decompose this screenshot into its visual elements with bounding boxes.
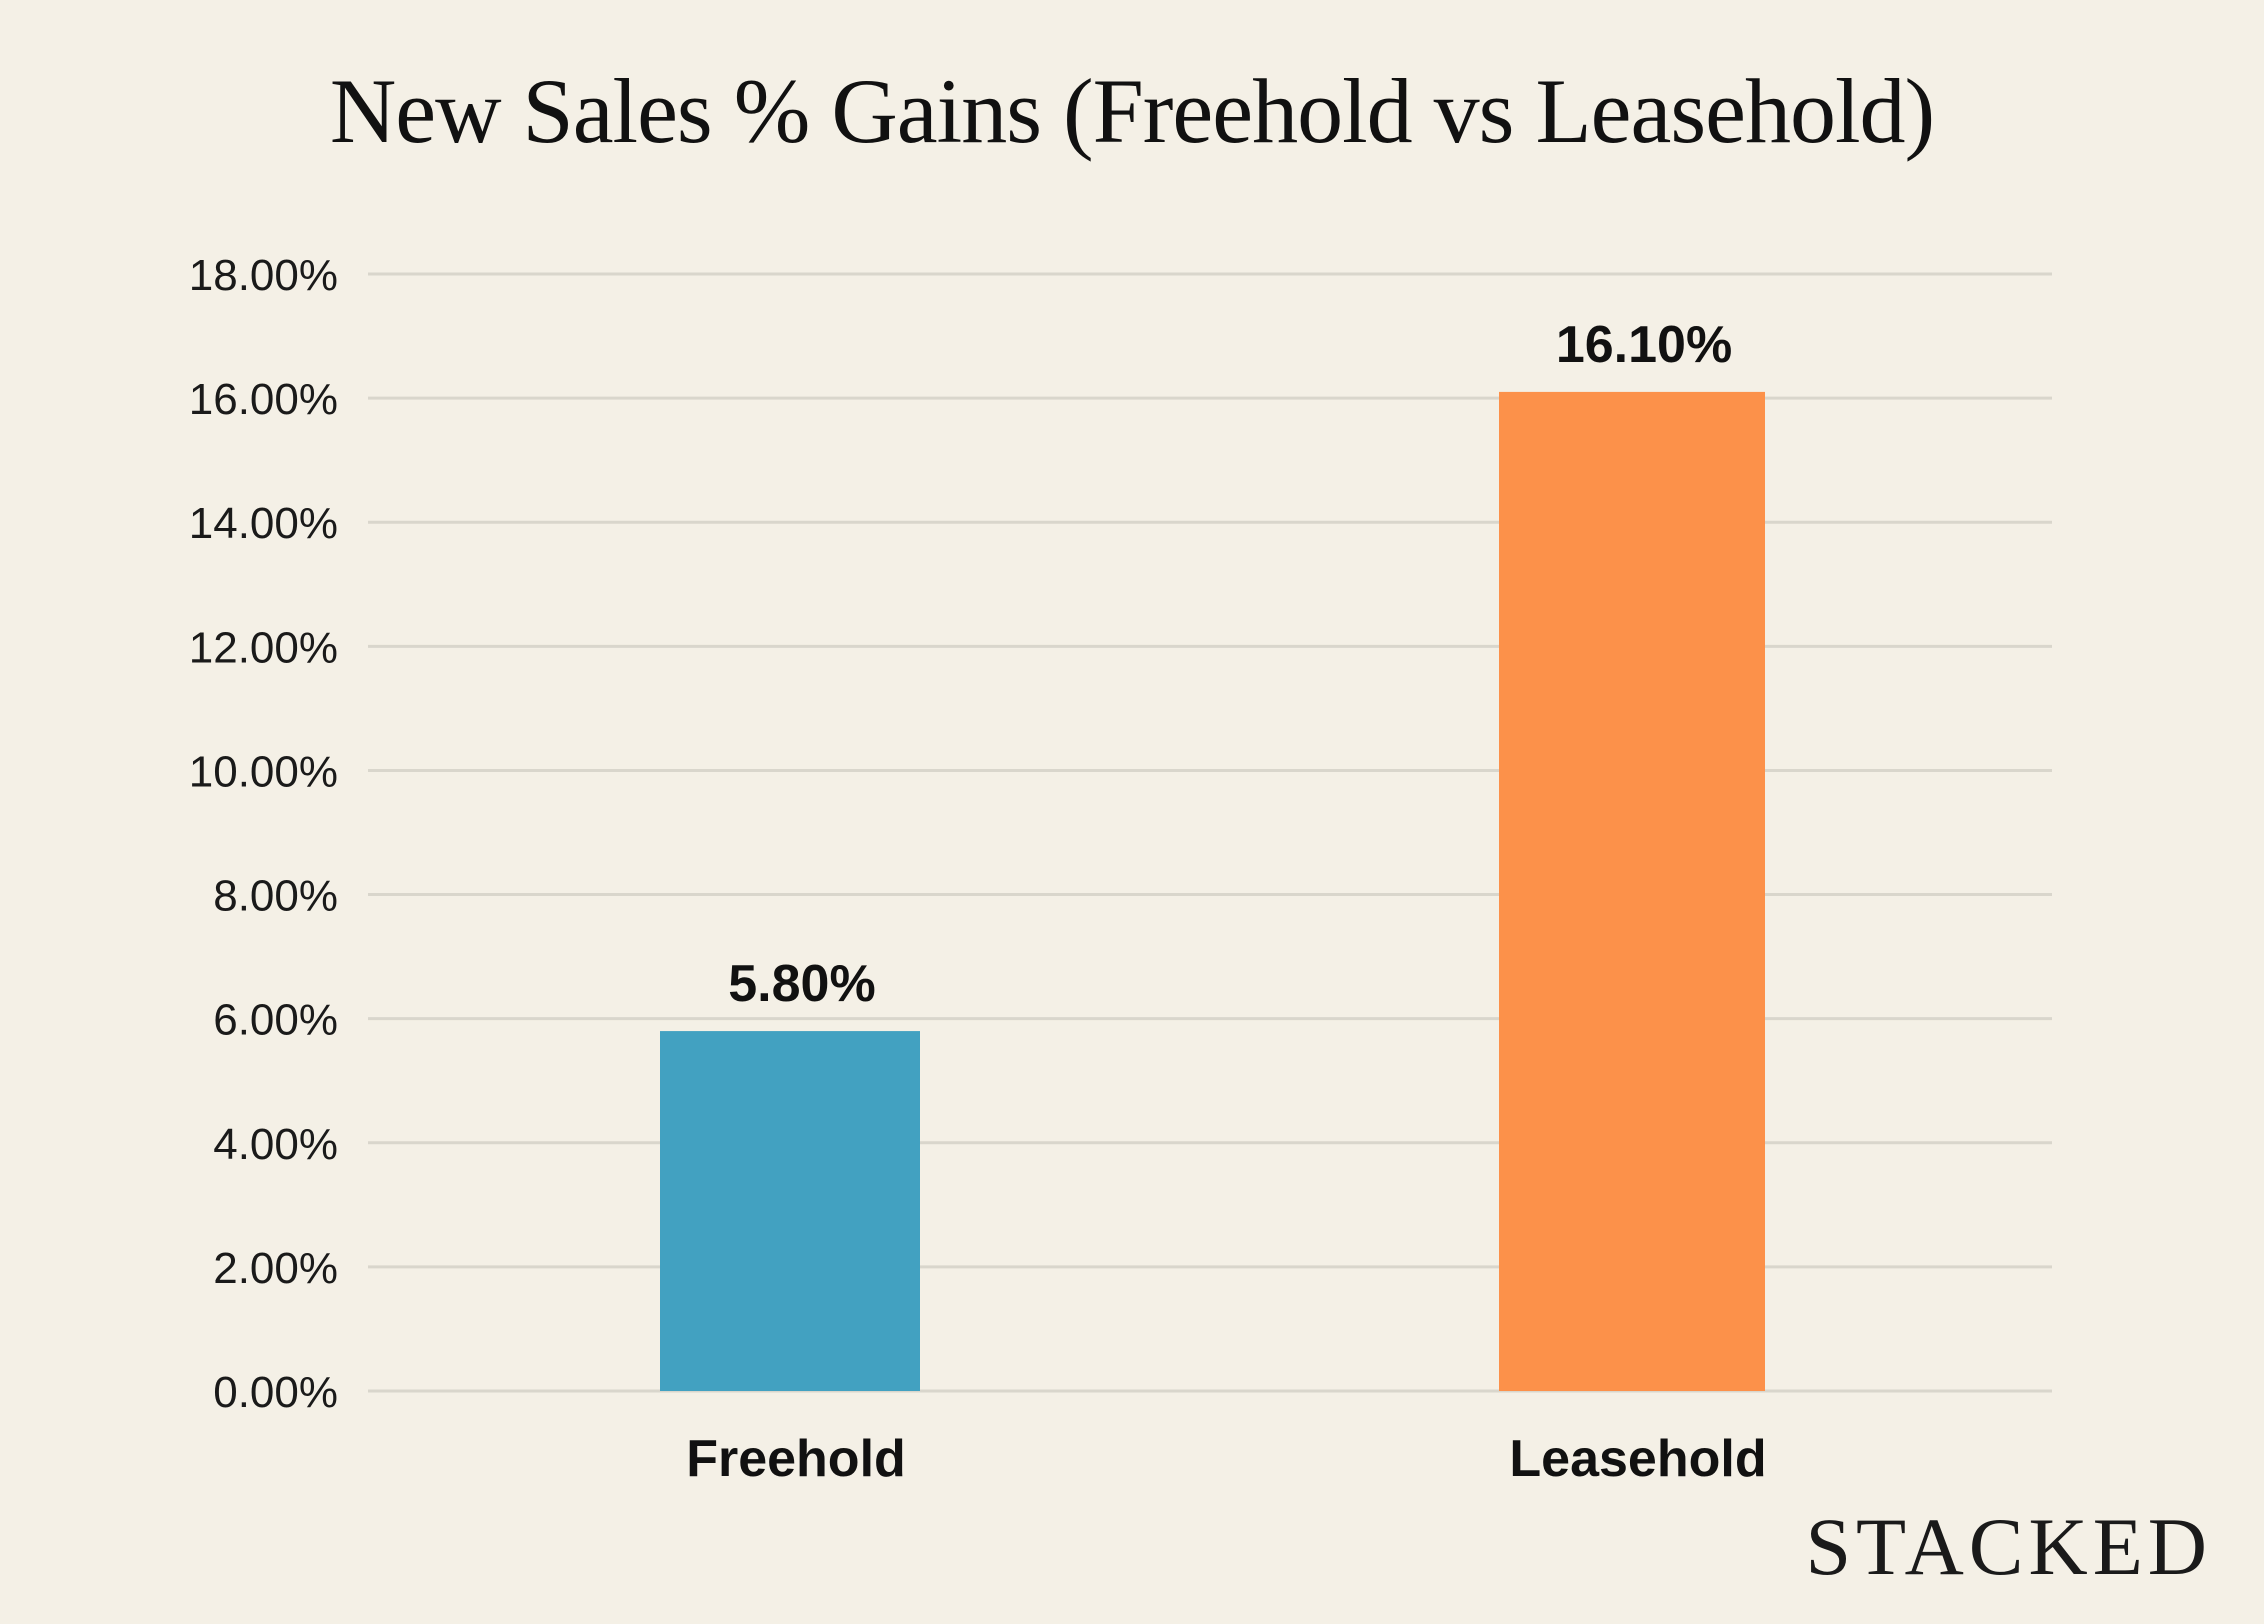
y-tick-label: 12.00% bbox=[189, 623, 338, 672]
data-labels: 5.80% 16.10% bbox=[728, 316, 1732, 1013]
data-label: 16.10% bbox=[1556, 316, 1732, 374]
x-category-label: Leasehold bbox=[1509, 1430, 1766, 1488]
y-tick-label: 16.00% bbox=[189, 375, 338, 424]
x-axis-categories: Freehold Leasehold bbox=[686, 1430, 1766, 1488]
bar-leasehold bbox=[1499, 391, 1765, 1392]
y-tick-label: 8.00% bbox=[213, 872, 338, 921]
gridlines bbox=[368, 272, 2052, 1393]
y-tick-label: 14.00% bbox=[189, 499, 338, 548]
chart-title: New Sales % Gains (Freehold vs Leasehold… bbox=[329, 60, 1935, 162]
bars bbox=[660, 391, 1765, 1392]
bar-freehold bbox=[660, 1031, 920, 1391]
y-tick-label: 2.00% bbox=[213, 1244, 338, 1293]
y-tick-label: 4.00% bbox=[213, 1120, 338, 1169]
y-axis-ticks: 0.00% 2.00% 4.00% 6.00% 8.00% 10.00% 12.00% 14.… bbox=[189, 251, 338, 1417]
y-tick-label: 6.00% bbox=[213, 996, 338, 1045]
y-tick-label: 10.00% bbox=[189, 747, 338, 796]
y-tick-label: 0.00% bbox=[213, 1368, 338, 1417]
y-tick-label: 18.00% bbox=[189, 251, 338, 300]
stacked-logo: STACKED bbox=[1805, 1501, 2212, 1592]
x-category-label: Freehold bbox=[686, 1430, 906, 1488]
data-label: 5.80% bbox=[728, 955, 875, 1013]
